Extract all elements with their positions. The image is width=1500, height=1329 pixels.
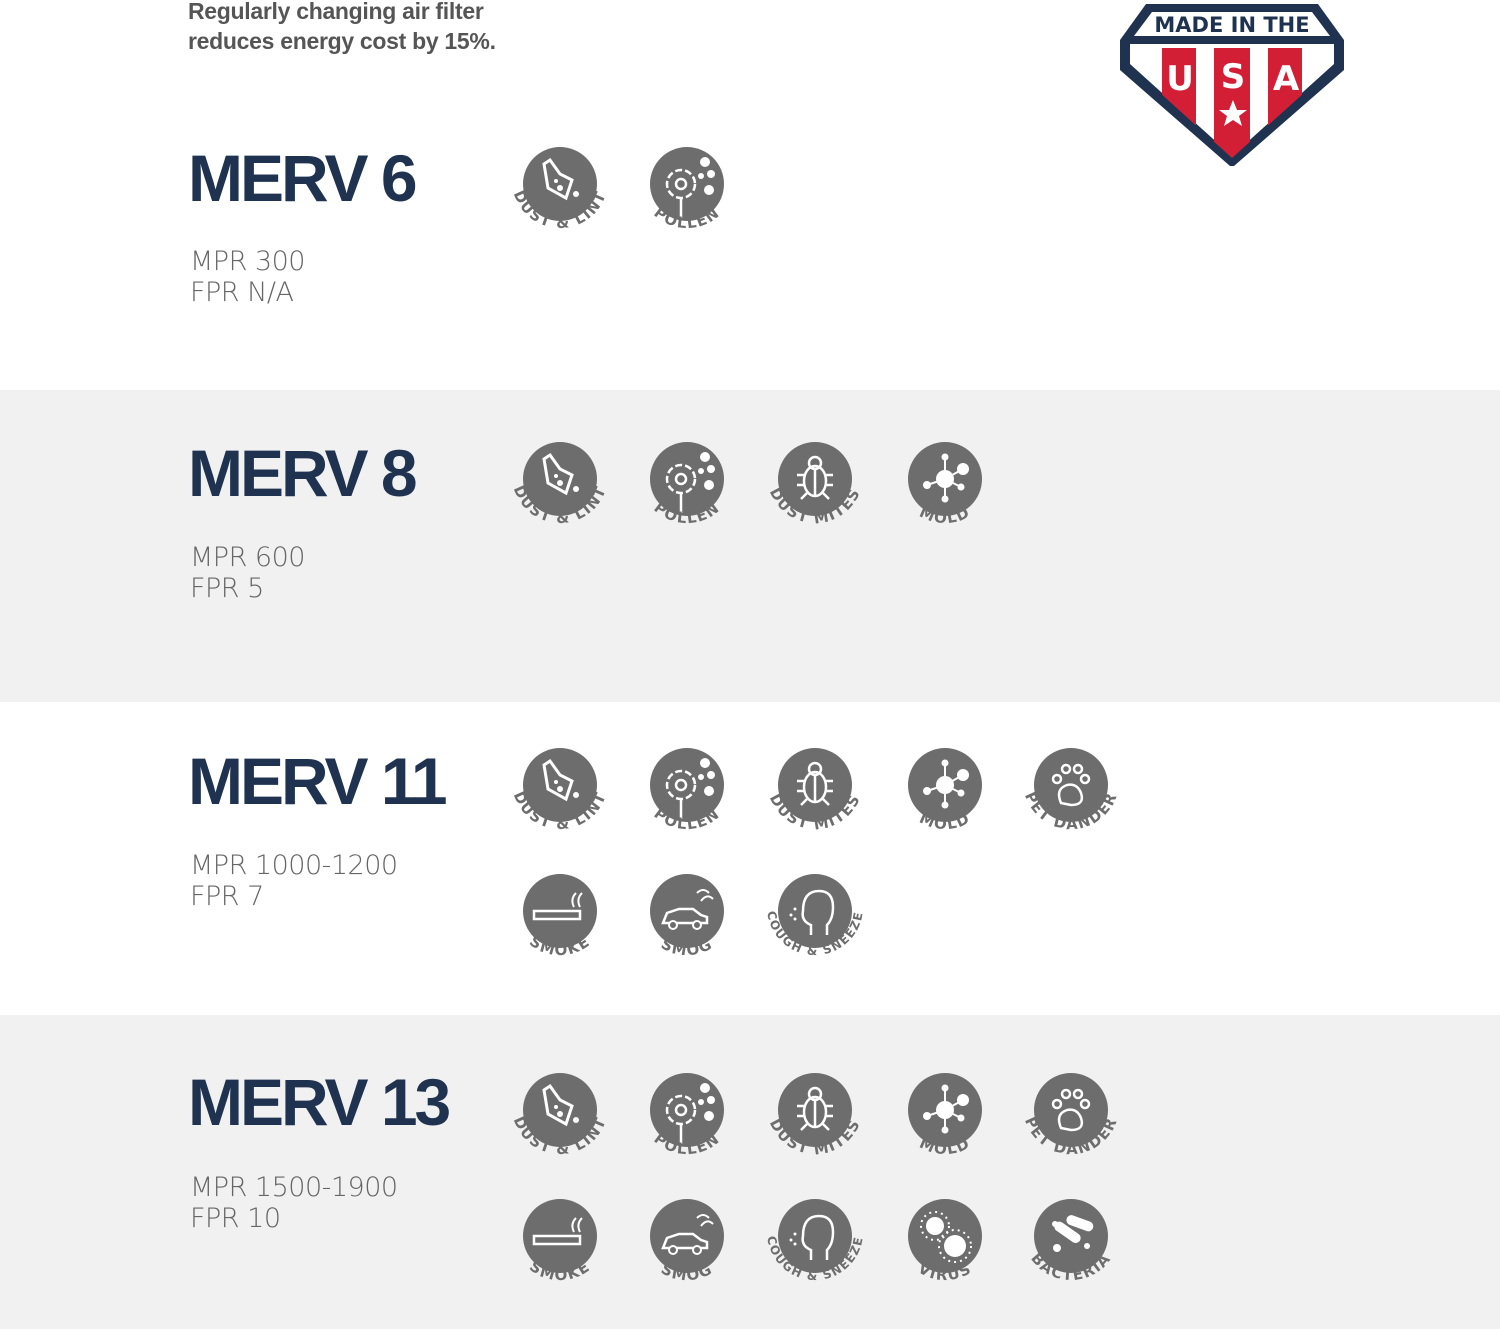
fpr-value: FPR 10 <box>190 1203 281 1234</box>
dust-lint-icon: DUST & LINT <box>500 745 620 855</box>
star-icon <box>1219 100 1247 126</box>
made-in-usa-badge: MADE IN THE U S A <box>1120 4 1344 166</box>
mold-icon: MOLD <box>885 439 1005 549</box>
cough-sneeze-icon: COUGH & SNEEZE <box>755 871 875 981</box>
section-merv-11 <box>0 702 1500 1015</box>
badge-top-text: MADE IN THE <box>1154 13 1309 37</box>
badge-letter: A <box>1273 59 1300 99</box>
smog-icon: SMOG <box>627 871 747 981</box>
pet-dander-icon: PET DANDER <box>1011 1070 1131 1180</box>
dust-mites-icon: DUST MITES <box>755 439 875 549</box>
pollen-icon: POLLEN <box>627 1070 747 1180</box>
merv-rating-title: MERV 6 <box>188 141 418 215</box>
merv-rating-title: MERV 11 <box>188 744 448 818</box>
dust-mites-icon: DUST MITES <box>755 745 875 855</box>
merv-rating-title: MERV 8 <box>188 436 418 510</box>
dust-lint-icon: DUST & LINT <box>500 144 620 254</box>
section-merv-8 <box>0 390 1500 702</box>
pet-dander-icon: PET DANDER <box>1011 745 1131 855</box>
mold-icon: MOLD <box>885 1070 1005 1180</box>
tagline-line: Regularly changing air filter <box>188 0 484 24</box>
mpr-value: MPR 1500-1900 <box>190 1172 398 1203</box>
cough-sneeze-icon: COUGH & SNEEZE <box>755 1196 875 1306</box>
section-merv-13 <box>0 1015 1500 1329</box>
dust-lint-icon: DUST & LINT <box>500 439 620 549</box>
virus-icon: VIRUS <box>885 1196 1005 1306</box>
filter-specs: MPR 1500-1900 FPR 10 <box>190 1172 398 1234</box>
tagline: Regularly changing air filter reduces ene… <box>188 0 496 56</box>
smoke-icon: SMOKE <box>500 871 620 981</box>
filter-specs: MPR 1000-1200 FPR 7 <box>190 850 398 912</box>
filter-specs: MPR 600 FPR 5 <box>190 542 305 604</box>
mpr-value: MPR 600 <box>190 542 305 573</box>
fpr-value: FPR N/A <box>190 277 294 308</box>
mpr-value: MPR 300 <box>190 246 305 277</box>
smoke-icon: SMOKE <box>500 1196 620 1306</box>
fpr-value: FPR 7 <box>190 881 264 912</box>
smog-icon: SMOG <box>627 1196 747 1306</box>
badge-letter: U <box>1166 59 1194 99</box>
dust-lint-icon: DUST & LINT <box>500 1070 620 1180</box>
mpr-value: MPR 1000-1200 <box>190 850 398 881</box>
bacteria-icon: BACTERIA <box>1011 1196 1131 1306</box>
fpr-value: FPR 5 <box>190 573 264 604</box>
merv-rating-title: MERV 13 <box>188 1065 451 1139</box>
pollen-icon: POLLEN <box>627 439 747 549</box>
filter-specs: MPR 300 FPR N/A <box>190 246 305 308</box>
badge-letter: S <box>1221 57 1246 97</box>
pollen-icon: POLLEN <box>627 745 747 855</box>
mold-icon: MOLD <box>885 745 1005 855</box>
dust-mites-icon: DUST MITES <box>755 1070 875 1180</box>
pollen-icon: POLLEN <box>627 144 747 254</box>
tagline-line: reduces energy cost by 15%. <box>188 28 496 54</box>
